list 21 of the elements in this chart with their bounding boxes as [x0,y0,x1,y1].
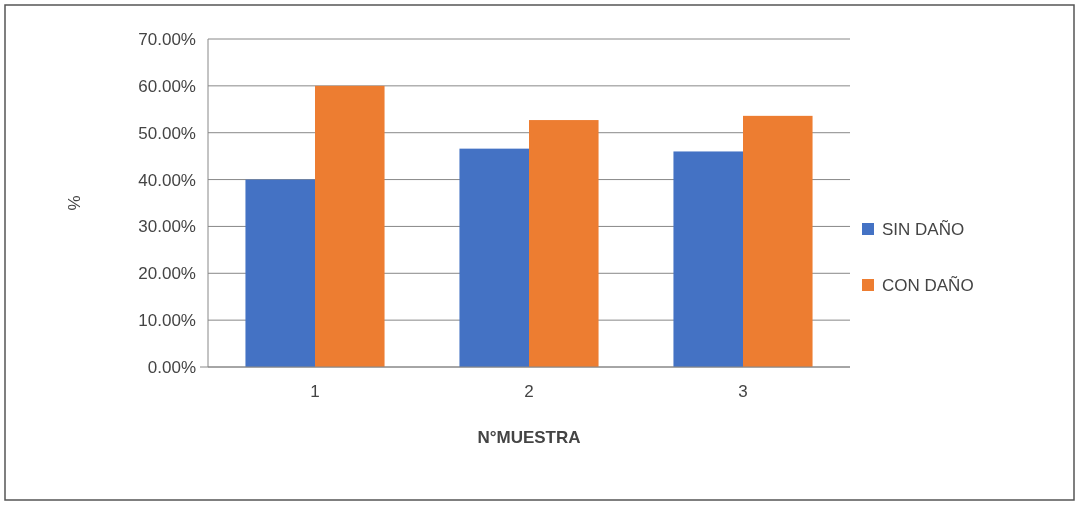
bar [459,148,529,367]
bar [315,85,385,367]
x-axis-title: N°MUESTRA [477,428,581,447]
y-tick-label: 20.00% [138,264,196,284]
bar [673,151,743,367]
bar [529,120,599,367]
y-tick-label: 10.00% [138,311,196,331]
x-tick-label: 3 [738,382,748,401]
y-tick-label: 0.00% [147,357,196,377]
y-tick-label: 70.00% [138,29,196,49]
legend-label: CON DAÑO [882,275,974,295]
x-tick-label: 2 [524,382,534,401]
bar [245,179,315,367]
y-tick-label: 50.00% [138,123,196,143]
y-tick-label: 40.00% [138,170,196,190]
y-tick-label: 60.00% [138,76,196,96]
y-axis-title: % [65,195,84,211]
bar [743,115,813,367]
x-tick-label: 1 [310,382,320,401]
y-tick-label: 30.00% [138,217,196,237]
legend-label: SIN DAÑO [882,219,965,239]
